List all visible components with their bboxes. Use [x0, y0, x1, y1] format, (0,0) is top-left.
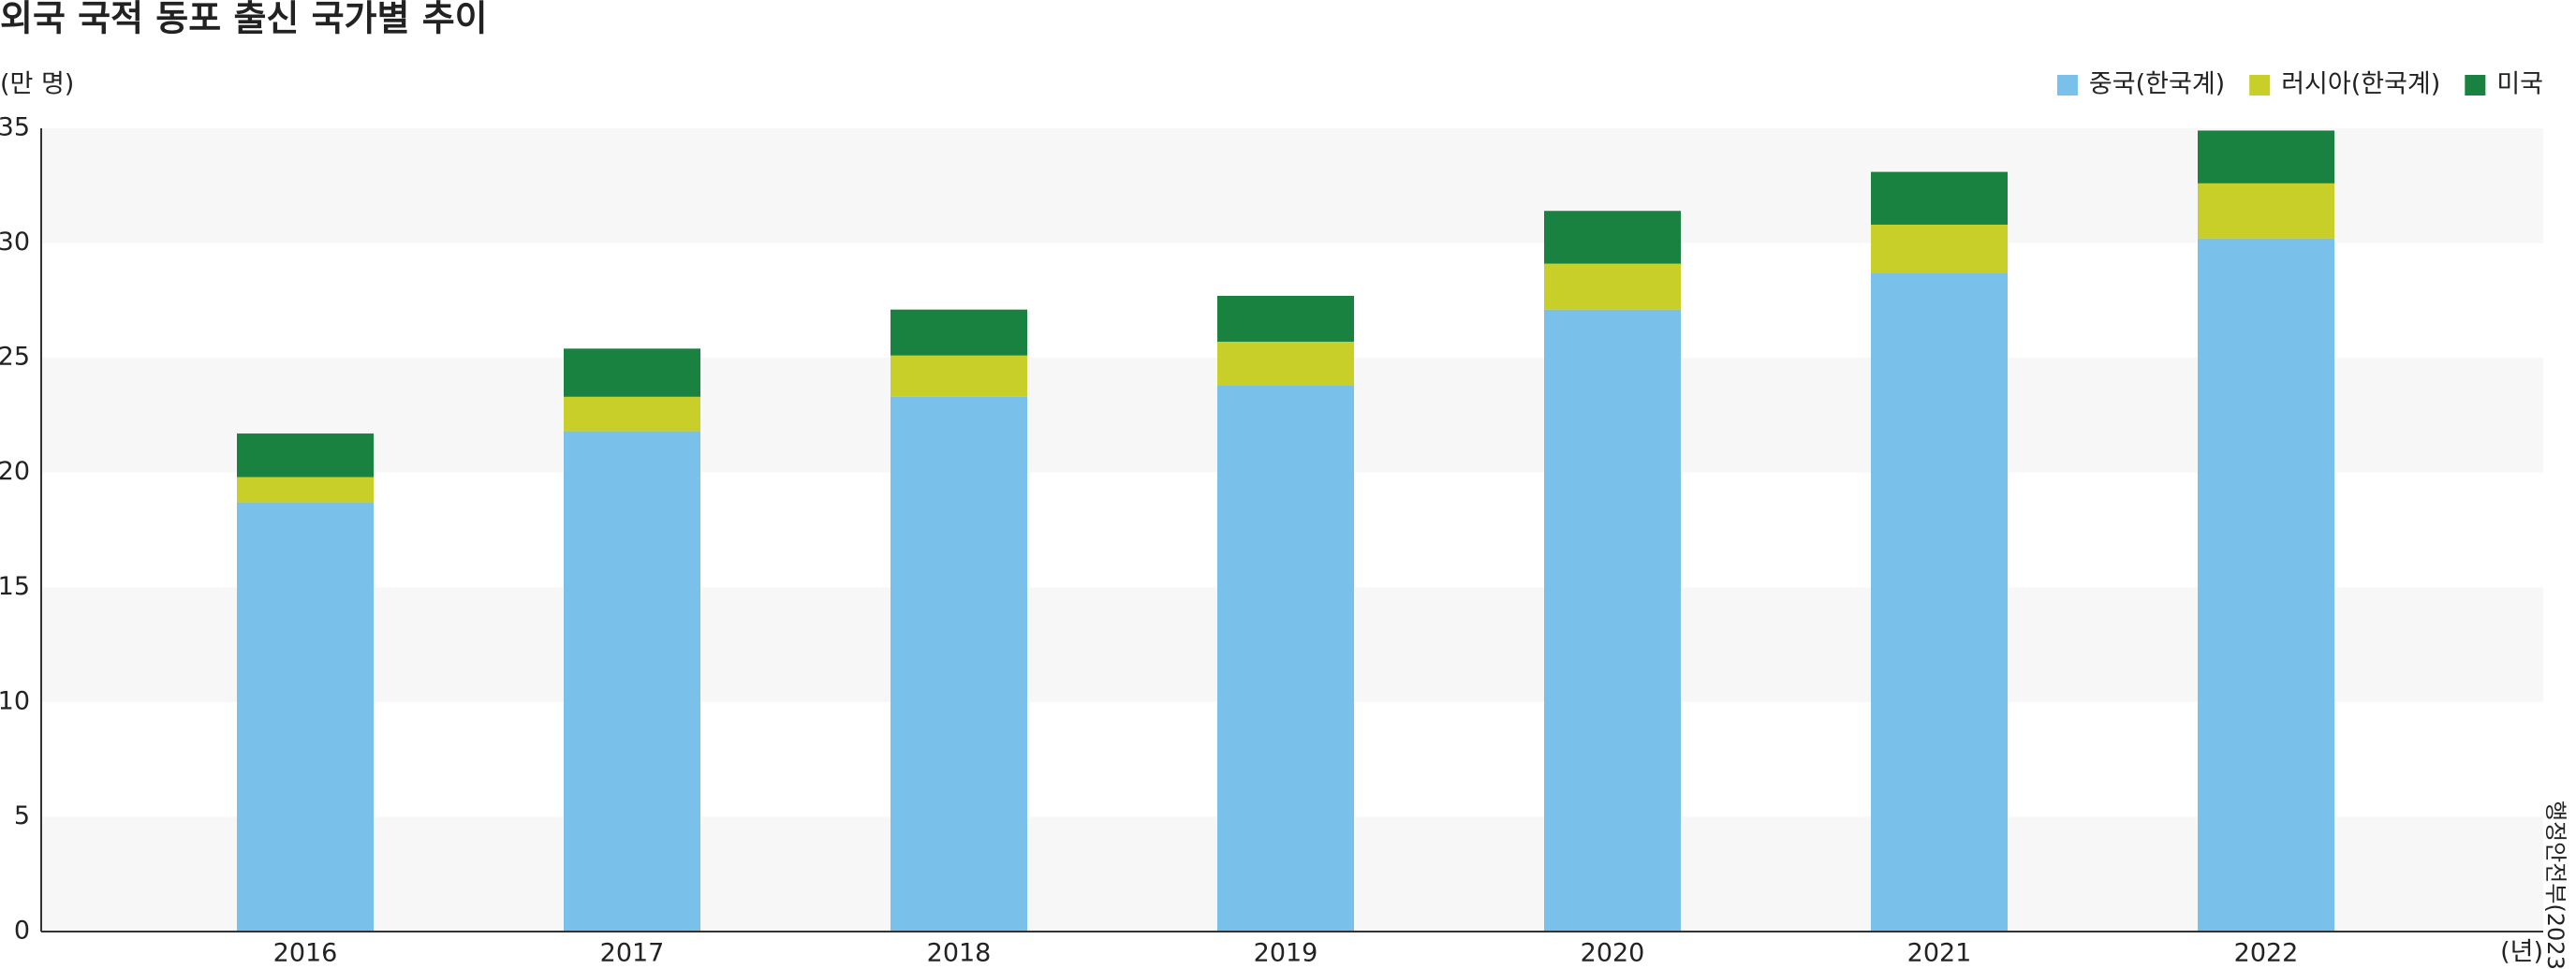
bar-segment — [237, 502, 374, 932]
x-tick-label: 2021 — [1907, 939, 1972, 968]
bar-segment — [1217, 341, 1354, 386]
bar-segment — [2198, 130, 2334, 184]
legend-label: 러시아(한국계) — [2281, 70, 2440, 99]
y-tick-label: 20 — [0, 457, 30, 486]
legend-swatch — [2249, 75, 2271, 95]
legend-label: 미국 — [2496, 70, 2543, 99]
chart-title: 외국 국적 동포 출신 국가별 추이 — [0, 0, 488, 39]
bar-segment — [1217, 385, 1354, 932]
bar-segment — [1871, 171, 2008, 225]
y-tick-label: 10 — [0, 686, 30, 715]
y-tick-label: 5 — [14, 801, 30, 830]
y-axis-label: (만 명) — [0, 70, 74, 99]
x-tick-label: 2022 — [2234, 939, 2299, 968]
bar-segment — [564, 431, 700, 932]
bar-segment — [564, 348, 700, 397]
bar-segment — [237, 433, 374, 477]
bar-segment — [891, 396, 1027, 932]
x-axis-label: (년) — [2500, 938, 2543, 967]
x-tick-label: 2020 — [1581, 939, 1645, 968]
legend-label: 중국(한국계) — [2089, 70, 2225, 99]
bar-segment — [1544, 309, 1681, 932]
y-tick-label: 0 — [14, 917, 30, 946]
x-tick-label: 2019 — [1254, 939, 1318, 968]
legend-swatch — [2465, 75, 2486, 95]
bar-segment — [891, 355, 1027, 397]
y-tick-label: 25 — [0, 343, 30, 372]
x-tick-label: 2017 — [600, 939, 665, 968]
bar-segment — [891, 309, 1027, 356]
bar-segment — [1544, 263, 1681, 310]
bar-segment — [1871, 224, 2008, 273]
bar-segment — [1871, 272, 2008, 932]
bar-segment — [2198, 183, 2334, 239]
x-tick-label: 2018 — [927, 939, 992, 968]
grid-band — [41, 128, 2543, 243]
bar-segment — [237, 477, 374, 503]
y-tick-label: 35 — [0, 113, 30, 142]
bar-segment — [1217, 295, 1354, 342]
y-tick-label: 15 — [0, 572, 30, 601]
x-tick-label: 2016 — [273, 939, 338, 968]
y-tick-label: 30 — [0, 228, 30, 257]
bar-segment — [564, 396, 700, 432]
legend-swatch — [2056, 75, 2078, 95]
bar-segment — [2198, 238, 2334, 932]
bar-segment — [1544, 211, 1681, 264]
source: 행정안전부(2023) — [2542, 800, 2569, 969]
